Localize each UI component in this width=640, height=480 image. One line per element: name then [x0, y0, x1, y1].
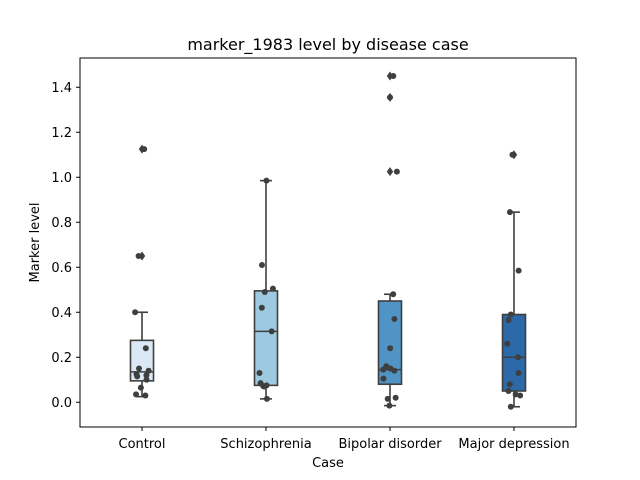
data-point: [141, 146, 148, 153]
box-group-control: [129, 144, 155, 399]
chart-title: marker_1983 level by disease case: [187, 35, 468, 55]
outlier-marker: [138, 251, 146, 261]
data-point: [261, 289, 268, 295]
x-tick-label: Major depression: [458, 437, 569, 452]
data-point: [380, 375, 387, 382]
y-tick-label: 1.0: [51, 171, 72, 186]
data-point: [390, 73, 397, 79]
data-point: [507, 403, 514, 410]
data-point: [515, 267, 522, 274]
data-point: [504, 340, 511, 347]
data-point: [384, 395, 391, 402]
box-group-schizophrenia: [253, 177, 279, 402]
data-point: [390, 291, 397, 298]
box-group-major-depression: [501, 150, 527, 410]
data-point: [387, 345, 394, 352]
data-point: [258, 262, 265, 268]
box-iqr: [501, 313, 527, 392]
data-point: [143, 376, 150, 383]
data-point: [512, 391, 519, 398]
y-tick-label: 0.2: [51, 351, 72, 366]
data-point: [135, 253, 142, 259]
y-tick-label: 0.8: [51, 216, 72, 231]
data-point: [145, 367, 152, 374]
data-point: [383, 363, 390, 370]
data-point: [386, 94, 393, 101]
data-point: [393, 168, 400, 175]
data-point: [509, 151, 516, 158]
box-group-bipolar-disorder: [377, 71, 403, 409]
data-point: [505, 317, 512, 324]
data-point: [517, 392, 524, 399]
outlier-marker: [386, 167, 394, 177]
data-point: [258, 304, 265, 311]
data-point: [391, 316, 398, 322]
data-point: [506, 381, 513, 388]
data-point: [263, 395, 270, 402]
data-point: [505, 388, 512, 394]
x-tick-label: Schizophrenia: [220, 437, 311, 452]
y-tick-label: 1.2: [51, 126, 72, 141]
y-tick-label: 0.6: [51, 261, 72, 276]
data-point: [142, 345, 149, 352]
data-point: [256, 370, 263, 376]
data-point: [506, 209, 513, 216]
data-point: [137, 384, 144, 391]
x-axis-title: Case: [312, 456, 344, 471]
data-point: [257, 380, 264, 387]
data-point: [132, 309, 139, 316]
y-axis: 0.0 0.2 0.4 0.6 0.8 1.0 1.2 1.4: [51, 81, 80, 411]
y-tick-label: 0.4: [51, 306, 72, 321]
x-axis: Control Schizophrenia Bipolar disorder Majo…: [119, 427, 570, 452]
data-point: [133, 371, 140, 378]
y-tick-label: 1.4: [51, 81, 72, 96]
data-point: [386, 402, 393, 409]
box-iqr: [377, 300, 403, 386]
y-tick-label: 0.0: [51, 396, 72, 411]
data-point: [268, 328, 275, 335]
x-tick-label: Control: [119, 437, 166, 452]
data-point: [515, 354, 522, 361]
data-point: [515, 370, 522, 376]
data-point: [392, 394, 399, 401]
data-point: [133, 391, 140, 398]
box-series: [129, 71, 527, 410]
data-point: [269, 285, 276, 292]
y-axis-title: Marker level: [28, 203, 43, 283]
data-point: [263, 177, 270, 184]
data-point: [142, 392, 149, 399]
data-point: [135, 365, 142, 372]
plot-area: [79, 57, 577, 428]
data-point: [507, 311, 514, 318]
data-point: [263, 382, 270, 389]
data-point: [143, 372, 150, 379]
x-tick-label: Bipolar disorder: [338, 437, 442, 452]
